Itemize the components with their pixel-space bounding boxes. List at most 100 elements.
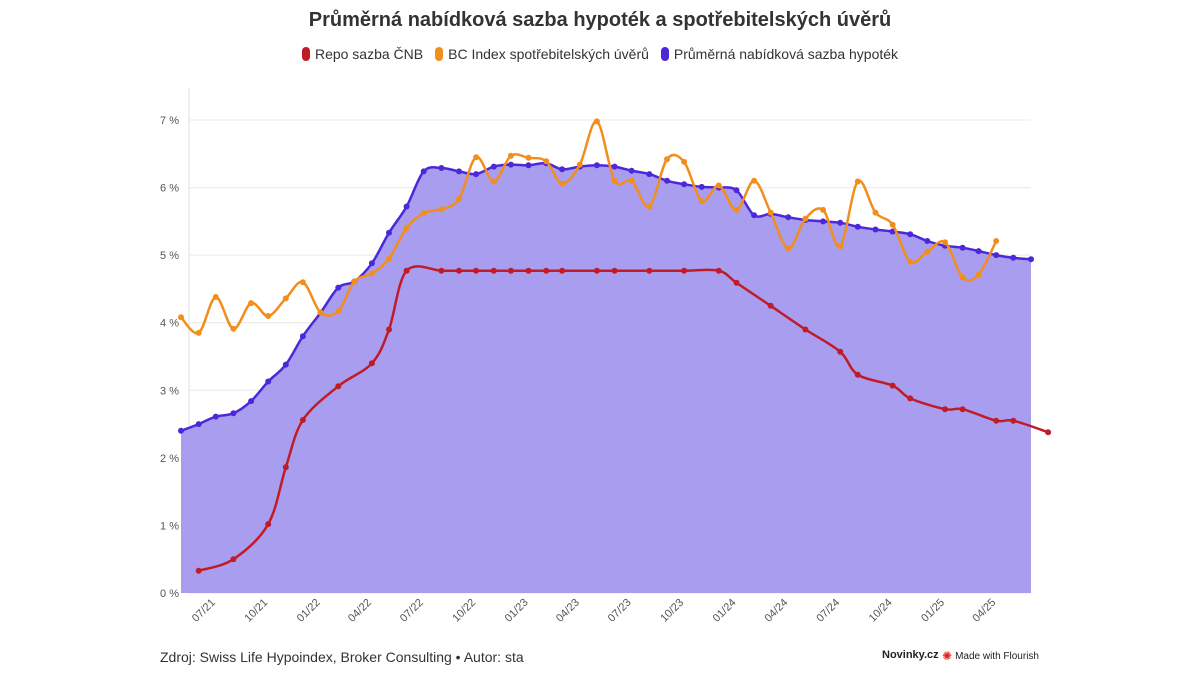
data-point-repo	[854, 371, 861, 378]
data-point-bc-index	[473, 154, 480, 161]
data-point-mortgage	[1010, 254, 1017, 261]
y-tick-label: 4 %	[160, 318, 179, 330]
made-with-flourish-link[interactable]: ✺ Made with Flourish	[942, 649, 1039, 663]
legend-swatch-bc-index	[435, 47, 444, 61]
data-point-mortgage	[1028, 256, 1034, 263]
x-tick-label: 10/23	[658, 597, 686, 625]
data-point-repo	[507, 267, 514, 274]
data-point-repo	[438, 267, 445, 274]
x-tick-label: 07/23	[606, 597, 634, 625]
data-point-mortgage	[212, 413, 219, 420]
data-point-mortgage	[611, 163, 618, 170]
data-point-repo	[993, 417, 1000, 424]
x-tick-label: 10/22	[450, 597, 478, 625]
data-point-mortgage	[456, 168, 462, 175]
data-point-mortgage	[733, 187, 740, 194]
data-point-repo	[490, 267, 497, 274]
x-tick-label: 07/24	[814, 597, 842, 625]
data-point-mortgage	[282, 361, 289, 368]
data-point-bc-index	[628, 177, 635, 184]
data-point-bc-index	[820, 206, 827, 213]
data-point-repo	[543, 267, 550, 274]
data-point-bc-index	[456, 196, 462, 203]
data-point-mortgage	[386, 229, 392, 236]
flourish-icon: ✺	[942, 649, 953, 663]
data-point-bc-index	[907, 258, 914, 265]
data-point-bc-index	[386, 255, 392, 262]
x-tick-label: 01/22	[295, 597, 323, 625]
data-point-bc-index	[698, 198, 705, 205]
legend-item-bc-index[interactable]: BC Index spotřebitelských úvěrů	[435, 46, 649, 62]
data-point-bc-index	[872, 209, 879, 216]
x-tick-label: 07/22	[398, 597, 426, 625]
series-line-repo	[197, 265, 1050, 572]
legend-label-mortgage: Průměrná nabídková sazba hypoték	[673, 46, 899, 62]
brand-logo[interactable]: Novinky.cz	[882, 649, 939, 661]
data-point-repo	[559, 267, 566, 274]
data-point-bc-index	[178, 314, 184, 321]
y-tick-label: 7 %	[160, 115, 179, 127]
data-point-repo	[195, 567, 202, 574]
y-tick-label: 2 %	[160, 453, 179, 465]
data-point-repo	[611, 267, 618, 274]
data-point-repo	[646, 267, 653, 274]
data-point-bc-index	[993, 238, 1000, 244]
data-point-bc-index	[889, 221, 896, 228]
data-point-mortgage	[335, 284, 342, 291]
data-point-bc-index	[715, 182, 722, 189]
data-point-bc-index	[195, 329, 202, 336]
data-point-bc-index	[733, 206, 740, 213]
data-point-mortgage	[368, 260, 375, 267]
data-point-repo	[767, 302, 774, 309]
data-point-repo	[907, 395, 914, 402]
made-with-flourish-label: Made with Flourish	[955, 650, 1039, 662]
data-point-repo	[473, 267, 480, 274]
data-point-bc-index	[664, 156, 670, 163]
data-point-bc-index	[751, 177, 758, 184]
data-point-bc-index	[368, 270, 375, 277]
data-point-bc-index	[681, 158, 688, 165]
data-point-repo	[265, 521, 272, 528]
data-point-bc-index	[212, 294, 219, 300]
data-point-repo	[230, 556, 237, 563]
data-point-repo	[282, 464, 289, 471]
data-point-mortgage	[837, 219, 844, 226]
data-point-mortgage	[248, 398, 255, 405]
data-point-mortgage	[230, 410, 237, 417]
data-point-bc-index	[593, 118, 600, 125]
data-point-repo	[942, 406, 948, 413]
data-point-repo	[1045, 429, 1052, 436]
data-point-mortgage	[507, 161, 514, 168]
data-point-bc-index	[335, 308, 342, 315]
data-point-bc-index	[802, 215, 809, 222]
y-tick-label: 1 %	[160, 520, 179, 532]
data-point-mortgage	[178, 427, 184, 434]
data-point-bc-index	[854, 178, 861, 185]
data-point-mortgage	[420, 168, 427, 175]
data-point-repo	[386, 326, 392, 333]
legend-item-mortgage[interactable]: Průměrná nabídková sazba hypoték	[660, 46, 899, 62]
legend-label-repo: Repo sazba ČNB	[314, 46, 424, 62]
data-point-bc-index	[525, 154, 532, 161]
data-point-bc-index	[559, 180, 566, 187]
y-tick-label: 0 %	[160, 588, 179, 600]
data-point-mortgage	[924, 238, 931, 244]
data-point-bc-index	[265, 313, 272, 319]
data-point-bc-index	[438, 206, 445, 213]
x-tick-label: 04/25	[970, 597, 998, 625]
data-point-bc-index	[248, 300, 255, 307]
data-point-mortgage	[593, 162, 600, 169]
data-point-bc-index	[646, 203, 653, 210]
x-tick-label: 01/24	[711, 597, 739, 625]
data-point-mortgage	[299, 333, 306, 340]
data-point-mortgage	[907, 231, 914, 238]
data-point-bc-index	[299, 279, 306, 286]
data-point-repo	[889, 382, 896, 389]
legend-item-repo[interactable]: Repo sazba ČNB	[301, 46, 424, 62]
data-point-bc-index	[420, 210, 427, 217]
data-point-bc-index	[507, 152, 514, 159]
y-tick-label: 6 %	[160, 183, 179, 195]
x-tick-label: 01/23	[503, 597, 531, 625]
x-tick-label: 10/24	[867, 597, 895, 625]
